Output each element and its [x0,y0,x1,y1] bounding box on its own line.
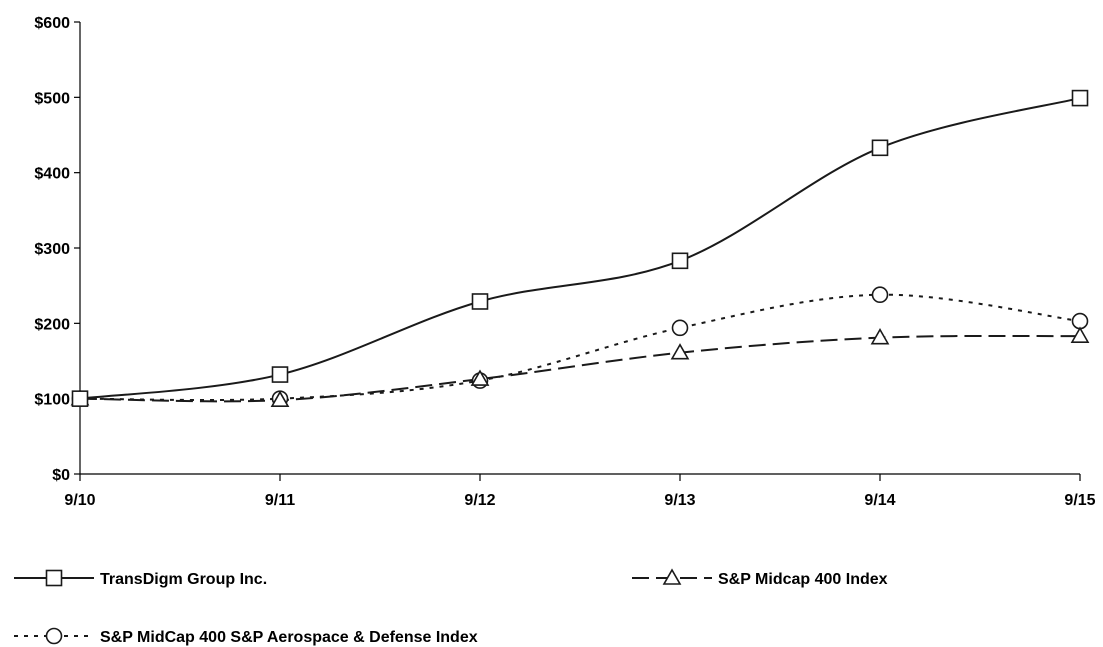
data-point-square [271,366,289,383]
axes: $0 $100 $200 $300 $400 $500 $600 9/10 9/11 9/12 9/… [34,15,1095,509]
x-tick-label: 9/14 [864,492,895,509]
y-tick-label: $300 [34,241,70,258]
data-point-square [71,390,89,407]
data-point-square [471,293,489,310]
y-tick-label: $500 [34,90,70,107]
data-point-square [871,139,889,157]
legend-item: S&P MidCap 400 S&P Aerospace & Defense I… [14,627,478,646]
data-point-triangle [470,369,490,386]
data-point-circle [671,319,689,337]
y-tick-label: $200 [34,316,70,333]
series-line-triangle [79,334,1081,403]
data-point-square [671,252,689,270]
legend: TransDigm Group Inc. S&P Midcap 400 Index… [14,568,888,646]
legend-item: TransDigm Group Inc. [14,569,267,588]
legend-marker-square [45,569,63,587]
data-point-circle [871,286,889,304]
x-tick-label: 9/10 [64,492,95,509]
y-tick-label: $400 [34,166,70,183]
y-tick-label: $0 [52,467,70,484]
data-point-triangle [270,390,290,407]
data-point-square [1071,89,1089,107]
y-tick-label: $600 [34,15,70,32]
x-tick-label: 9/12 [464,492,495,509]
series-lines [79,97,1081,403]
legend-item: S&P Midcap 400 Index [632,568,888,588]
x-tick-label: 9/11 [265,492,295,509]
series-markers [70,89,1090,407]
legend-marker-triangle [662,568,682,585]
x-tick-label: 9/15 [1064,492,1095,509]
data-point-triangle [870,328,890,345]
x-tick-label: 9/13 [664,492,695,509]
data-point-triangle [1070,326,1090,343]
legend-label: TransDigm Group Inc. [100,571,267,588]
data-point-circle [1071,312,1089,330]
legend-label: S&P Midcap 400 Index [718,571,888,588]
data-point-triangle [670,343,690,360]
series-line-square [79,97,1081,400]
legend-label: S&P MidCap 400 S&P Aerospace & Defense I… [100,629,478,646]
y-tick-label: $100 [34,392,70,409]
legend-marker-circle [45,627,63,645]
